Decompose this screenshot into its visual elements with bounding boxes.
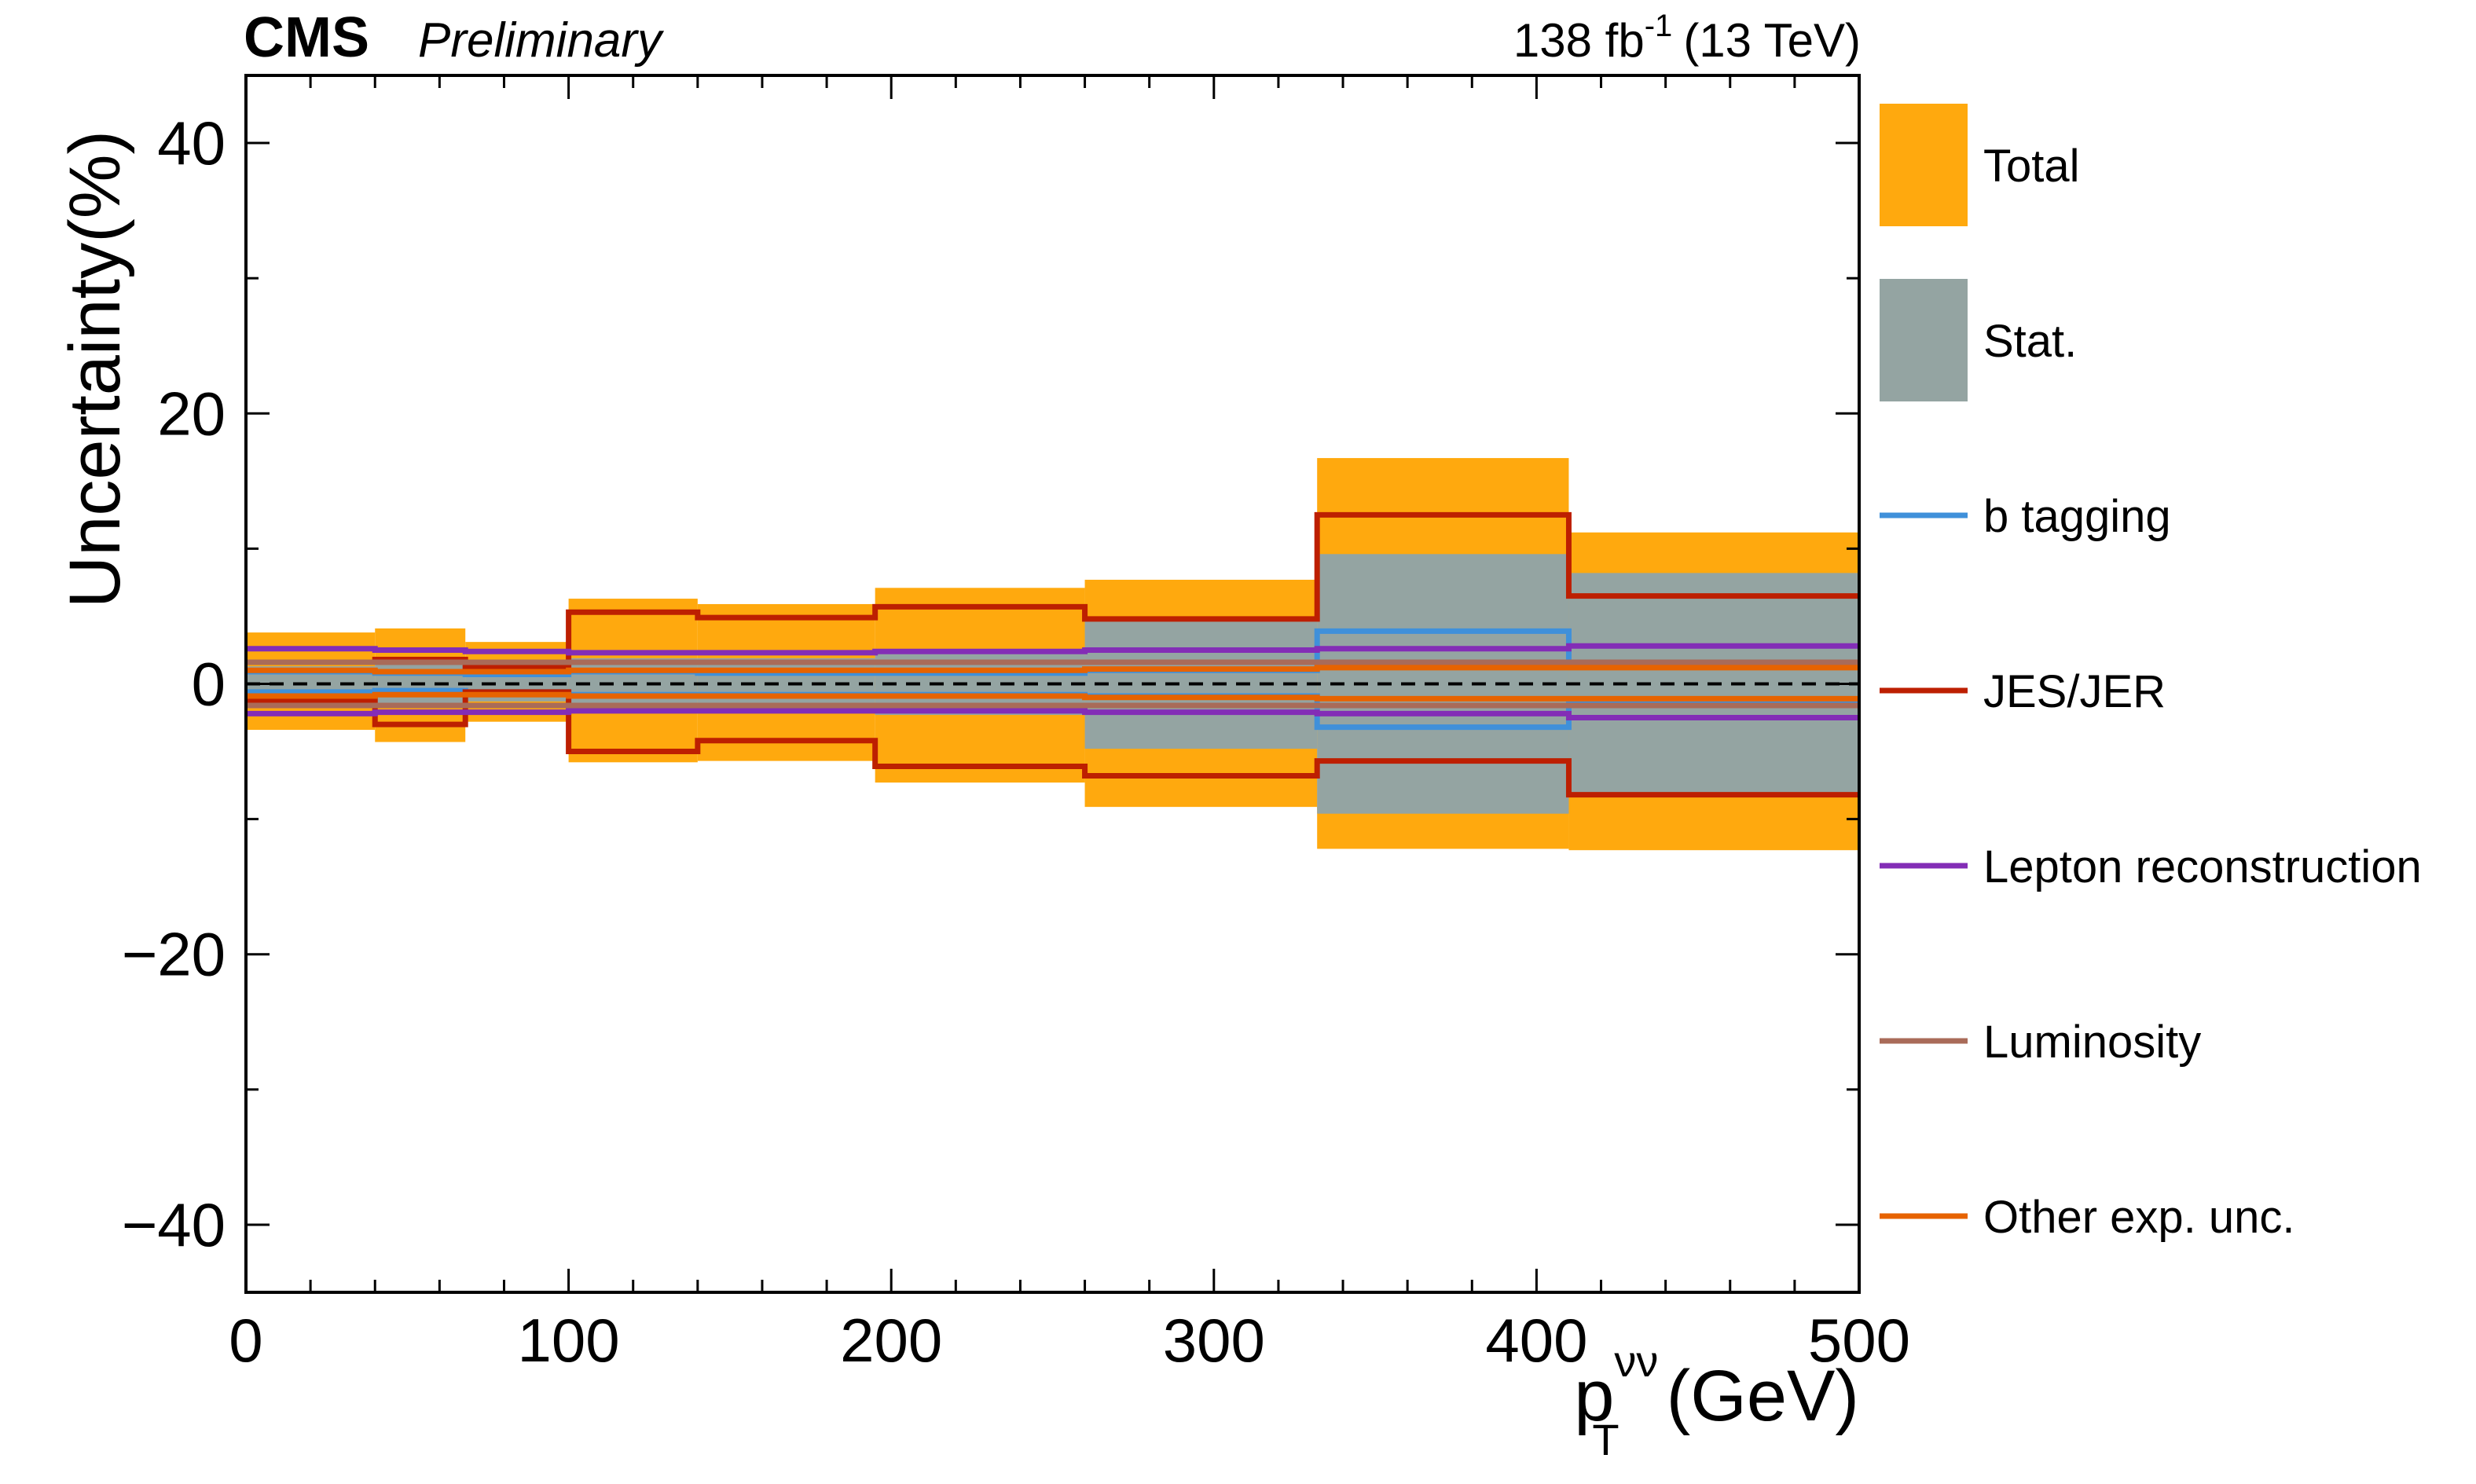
legend-item-other-exp-unc: Other exp. unc. [1880,1192,2295,1243]
legend-item-b-tagging: b tagging [1880,491,2171,542]
legend: Total Stat. b tagging JES/JER Lepton reconst… [1880,104,2422,1243]
y-tick-label: 40 [157,108,226,178]
luminosity-label: 138 fb-1 (13 TeV) [1513,9,1861,67]
x-title-subscript: T [1592,1415,1619,1464]
legend-label-total: Total [1983,141,2080,192]
y-tick-label: −40 [122,1190,226,1259]
lumi-value: 138 fb [1513,14,1645,67]
y-tick-label: −20 [122,920,226,989]
preliminary-label: Preliminary [418,13,665,68]
legend-item-stat: Stat. [1880,279,2077,401]
legend-label-b-tagging: b tagging [1983,491,2171,542]
legend-item-lepton-reconstruction: Lepton reconstruction [1880,841,2422,892]
x-tick-label: 400 [1485,1306,1587,1375]
lumi-exponent: -1 [1645,9,1673,43]
tick-labels-layer: 0 100 200 300 400 500 −40 −20 0 20 40 [122,108,1910,1375]
energy-label: (13 TeV) [1683,14,1861,67]
series-lepton-reconstruction-up [246,643,1859,656]
series-lepton-reconstruction-down [246,708,1859,721]
y-axis-title: Uncertainty(%) [55,130,135,608]
legend-label-jes-jer: JES/JER [1983,666,2166,717]
legend-item-jes-jer: JES/JER [1880,666,2166,717]
y-tick-label: 20 [157,379,226,448]
legend-label-lepton-reconstruction: Lepton reconstruction [1983,841,2422,892]
legend-item-total: Total [1880,104,2080,226]
x-tick-label: 300 [1163,1306,1265,1375]
series-jes-jer-down [246,689,1859,798]
x-tick-label: 500 [1808,1306,1910,1375]
x-tick-label: 200 [840,1306,942,1375]
cms-label: CMS [244,6,369,69]
legend-swatch-stat [1880,279,1968,401]
x-tick-label: 100 [518,1306,620,1375]
y-tick-label: 0 [192,650,226,719]
x-title-superscript: νν [1614,1336,1658,1386]
x-axis-title: pνν T (GeV) [1574,1336,1859,1464]
legend-item-luminosity: Luminosity [1880,1017,2201,1068]
x-tick-label: 0 [229,1306,262,1375]
legend-label-stat: Stat. [1983,316,2077,367]
legend-label-luminosity: Luminosity [1983,1017,2201,1068]
ticks-layer [244,75,1861,1292]
series-other-exp-unc-up [246,665,1859,675]
series-layer [246,511,1859,798]
legend-label-other-exp-unc: Other exp. unc. [1983,1192,2295,1243]
series-other-exp-unc-down [246,691,1859,702]
x-title-p: p [1574,1356,1614,1436]
x-title-unit: (GeV) [1667,1356,1859,1436]
legend-swatch-total [1880,104,1968,226]
